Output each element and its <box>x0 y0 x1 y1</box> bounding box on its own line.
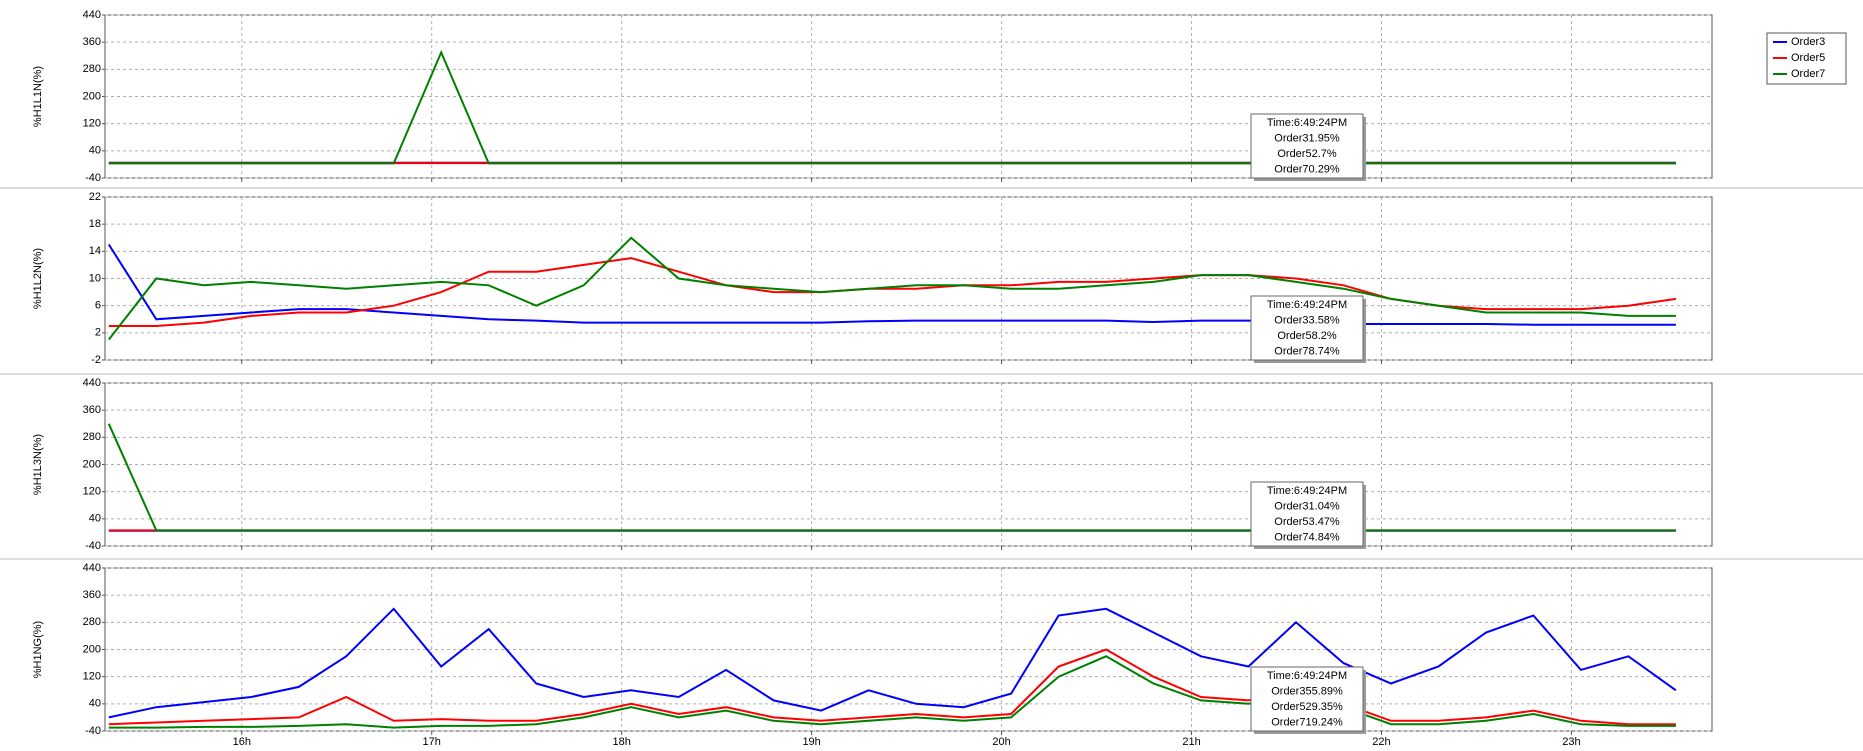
y-axis-label: %H1L1N(%) <box>32 66 44 127</box>
series-line <box>108 49 1676 165</box>
y-tick-label: 10 <box>89 272 101 284</box>
y-tick-label: 200 <box>83 458 101 470</box>
tooltip-text: Order78.74% <box>1274 345 1340 357</box>
x-tick-label: 20h <box>992 736 1010 748</box>
series-line <box>107 423 1676 532</box>
series-line <box>107 243 1676 326</box>
x-tick-label: 16h <box>233 736 251 748</box>
series-line <box>108 655 1676 729</box>
x-tick-label: 23h <box>1562 736 1580 748</box>
y-axis-label: %H1L2N(%) <box>32 248 44 309</box>
y-tick-label: 440 <box>83 377 101 389</box>
y-tick-label: 440 <box>83 562 101 574</box>
tooltip <box>1250 295 1364 361</box>
tooltip-text: Order33.58% <box>1274 314 1340 326</box>
x-tick-label: 18h <box>612 736 630 748</box>
y-tick-label: 22 <box>89 191 101 203</box>
y-tick-label: -40 <box>85 172 101 184</box>
y-tick-label: 40 <box>89 513 101 525</box>
x-tick-label: 17h <box>423 736 441 748</box>
tooltip-text: Order355.89% <box>1271 685 1343 697</box>
y-tick-label: 40 <box>89 145 101 157</box>
legend-label: Order7 <box>1791 68 1825 80</box>
x-tick-label: 19h <box>802 736 820 748</box>
tooltip-text: Order31.95% <box>1274 132 1340 144</box>
y-tick-label: -2 <box>91 354 101 366</box>
y-axis-label: %H1NG(%) <box>32 621 44 678</box>
series-line <box>108 236 1676 341</box>
y-tick-label: 14 <box>89 245 101 257</box>
legend-label: Order3 <box>1791 36 1825 48</box>
tooltip <box>1250 481 1364 547</box>
y-tick-label: 120 <box>83 486 101 498</box>
y-tick-label: 280 <box>83 63 101 75</box>
tooltip-text: Order58.2% <box>1277 330 1337 342</box>
tooltip-text: Order53.47% <box>1274 516 1340 528</box>
tooltip <box>1250 666 1364 732</box>
tooltip-text: Order74.84% <box>1274 531 1340 543</box>
y-tick-label: 200 <box>83 90 101 102</box>
tooltip-text: Order529.35% <box>1271 701 1343 713</box>
y-tick-label: 280 <box>83 431 101 443</box>
tooltip-text: Time:6:49:24PM <box>1267 670 1347 682</box>
x-tick-label: 21h <box>1182 736 1200 748</box>
y-tick-label: 360 <box>83 36 101 48</box>
x-tick-label: 22h <box>1372 736 1390 748</box>
y-tick-label: -40 <box>85 540 101 552</box>
y-tick-label: 120 <box>83 118 101 130</box>
y-tick-label: 18 <box>89 218 101 230</box>
y-axis-label: %H1L3N(%) <box>32 434 44 495</box>
y-tick-label: 440 <box>83 9 101 21</box>
y-tick-label: 280 <box>83 616 101 628</box>
y-tick-label: 40 <box>89 698 101 710</box>
y-tick-label: 120 <box>83 671 101 683</box>
series-line <box>108 607 1677 719</box>
tooltip-text: Order52.7% <box>1277 148 1337 160</box>
tooltip-text: Order70.29% <box>1274 163 1340 175</box>
tooltip-text: Order31.04% <box>1274 500 1340 512</box>
y-tick-label: 360 <box>83 589 101 601</box>
y-tick-label: 2 <box>95 327 101 339</box>
y-tick-label: -40 <box>85 725 101 737</box>
y-tick-label: 6 <box>95 300 101 312</box>
tooltip-text: Time:6:49:24PM <box>1267 299 1347 311</box>
tooltip-text: Time:6:49:24PM <box>1267 117 1347 129</box>
series-line <box>108 648 1676 726</box>
y-tick-label: 360 <box>83 404 101 416</box>
y-tick-label: 200 <box>83 643 101 655</box>
legend-label: Order5 <box>1791 52 1825 64</box>
tooltip-text: Order719.24% <box>1271 716 1343 728</box>
tooltip <box>1250 113 1364 179</box>
tooltip-text: Time:6:49:24PM <box>1267 485 1347 497</box>
